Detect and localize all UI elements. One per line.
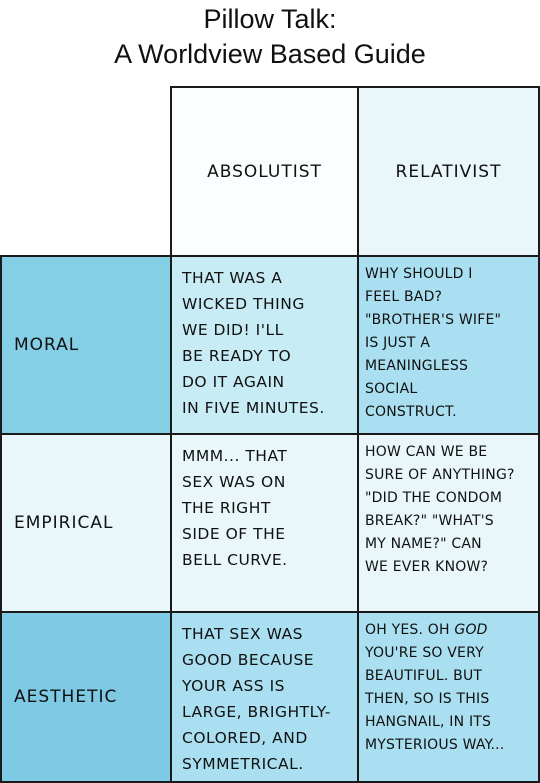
cell-text-line: BEAUTIFUL. BUT <box>365 668 483 684</box>
row-label-aesthetic-text: AESTHETIC <box>14 687 118 707</box>
cell-text-line: "BROTHER'S WIFE" <box>365 312 502 328</box>
row-label-empirical-text: EMPIRICAL <box>14 513 114 533</box>
cell-text-line: OH YES. OH GOD <box>365 619 534 642</box>
column-header-absolutist-label: ABSOLUTIST <box>207 161 322 182</box>
cell-text-line: THE RIGHT <box>182 499 271 517</box>
cell-text-line: FEEL BAD? <box>365 289 443 305</box>
cell-text-line: IS JUST A <box>365 335 431 351</box>
row-label-moral-text: MORAL <box>14 335 80 355</box>
cell-text-line: THAT SEX WAS <box>182 625 304 643</box>
comic-title-line-2: A Worldview Based Guide <box>114 39 426 69</box>
cell-text-line: SEX WAS ON <box>182 473 286 491</box>
cell-moral-relativist: WHY SHOULD I FEEL BAD? "BROTHER'S WIFE" … <box>357 255 540 435</box>
cell-aesthetic-absolutist: THAT SEX WAS GOOD BECAUSE YOUR ASS IS LA… <box>170 611 359 783</box>
cell-text-line: SIDE OF THE <box>182 525 286 543</box>
cell-text-line: YOU'RE SO VERY <box>365 645 484 661</box>
cell-text-line: COLORED, AND <box>182 729 308 747</box>
cell-text-line: BE READY TO <box>182 347 292 365</box>
column-header-absolutist: ABSOLUTIST <box>170 86 359 257</box>
cell-empirical-relativist: HOW CAN WE BE SURE OF ANYTHING? "DID THE… <box>357 433 540 613</box>
column-header-relativist: RELATIVIST <box>357 86 540 257</box>
cell-text-line: LARGE, BRIGHTLY- <box>182 703 331 721</box>
cell-text-line: HOW CAN WE BE <box>365 444 488 460</box>
cell-text-line: WICKED THING <box>182 295 305 313</box>
cell-text-line: BREAK?" "WHAT'S <box>365 513 494 529</box>
cell-text-line: BELL CURVE. <box>182 551 288 569</box>
cell-moral-absolutist: THAT WAS A WICKED THING WE DID! I'LL BE … <box>170 255 359 435</box>
cell-text-line: SOCIAL <box>365 381 418 397</box>
cell-text-line: WE EVER KNOW? <box>365 559 489 575</box>
cell-text-line: WE DID! I'LL <box>182 321 284 339</box>
cell-text-line: THEN, SO IS THIS <box>365 691 490 707</box>
cell-text-line: WHY SHOULD I <box>365 266 473 282</box>
cell-text-line: THAT WAS A <box>182 269 283 287</box>
cell-text-line: HANGNAIL, IN ITS <box>365 714 492 730</box>
row-label-moral: MORAL <box>0 255 172 435</box>
cell-empirical-absolutist: MMM... THAT SEX WAS ON THE RIGHT SIDE OF… <box>170 433 359 613</box>
row-label-empirical: EMPIRICAL <box>0 433 172 613</box>
cell-text-line: MY NAME?" CAN <box>365 536 482 552</box>
cell-text-line: YOUR ASS IS <box>182 677 285 695</box>
emphasized-word: GOD <box>454 622 488 638</box>
cell-text-line: MEANINGLESS <box>365 358 469 374</box>
cell-text-line: MMM... THAT <box>182 447 288 465</box>
cell-text-line: SYMMETRICAL. <box>182 755 304 773</box>
cell-text-line: MYSTERIOUS WAY... <box>365 737 505 753</box>
comic-title-line-1: Pillow Talk: <box>203 4 337 34</box>
cell-text-line: IN FIVE MINUTES. <box>182 399 325 417</box>
cell-text-line: "DID THE CONDOM <box>365 490 503 506</box>
cell-text-line: DO IT AGAIN <box>182 373 285 391</box>
cell-text-line: SURE OF ANYTHING? <box>365 467 515 483</box>
cell-text-line: GOOD BECAUSE <box>182 651 315 669</box>
column-header-relativist-label: RELATIVIST <box>395 161 502 182</box>
cell-text-fragment: OH YES. OH <box>365 622 450 638</box>
cell-aesthetic-relativist: OH YES. OH GOD YOU'RE SO VERY BEAUTIFUL.… <box>357 611 540 783</box>
cell-text-line: CONSTRUCT. <box>365 404 457 420</box>
row-label-aesthetic: AESTHETIC <box>0 611 172 783</box>
